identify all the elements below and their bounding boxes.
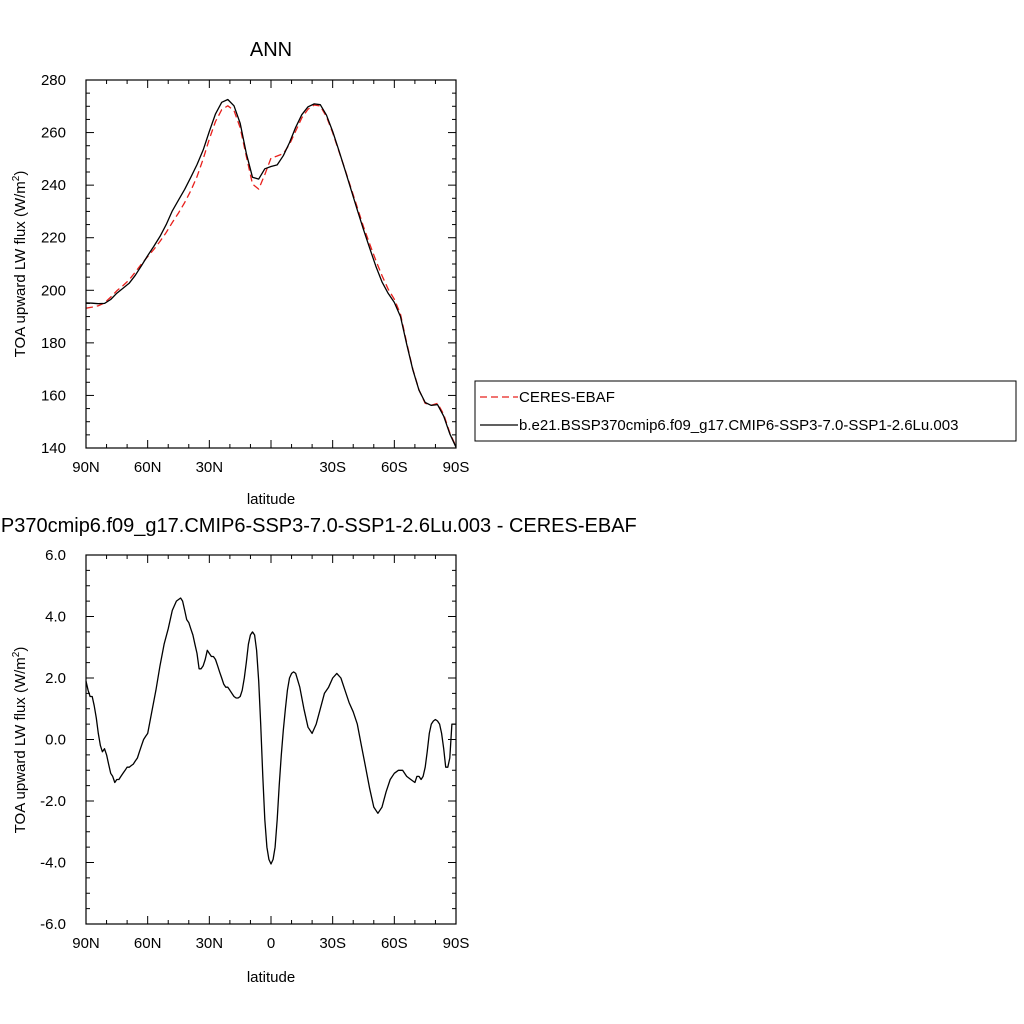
- bottom-y-tick-label: 6.0: [45, 547, 66, 564]
- legend-box: [474, 380, 1017, 442]
- top-y-tick-label: 220: [41, 230, 66, 247]
- bottom-x-tick-label: 60S: [381, 935, 408, 952]
- top-x-tick-label: 60S: [381, 459, 408, 476]
- bottom-y-axis-title-main: TOA upward LW flux (W/m: [12, 657, 29, 833]
- bottom-chart: b.e21.BSSP370cmip6.f09_g17.CMIP6-SSP3-7.…: [0, 515, 637, 986]
- bottom-x-tick-label: 0: [267, 935, 275, 952]
- bottom-y-tick-label: -4.0: [40, 855, 66, 872]
- top-x-tick-label: 30N: [196, 459, 224, 476]
- top-y-axis-title-main: TOA upward LW flux (W/m: [12, 181, 29, 357]
- bottom-y-axis-title-close: ): [12, 647, 29, 652]
- top-y-axis-title-sup: 2: [11, 175, 22, 181]
- bottom-x-tick-label: 30N: [196, 935, 224, 952]
- top-y-tick-label: 140: [41, 440, 66, 457]
- bottom-y-tick-label: -6.0: [40, 916, 66, 933]
- bottom-chart-frame: [85, 554, 457, 925]
- top-x-tick-label: 30S: [319, 459, 346, 476]
- bottom-y-tick-label: 4.0: [45, 609, 66, 626]
- top-x-tick-label: 90N: [72, 459, 100, 476]
- bottom-x-tick-label: 30S: [319, 935, 346, 952]
- top-y-tick-label: 240: [41, 177, 66, 194]
- bottom-x-tick-label: 60N: [134, 935, 162, 952]
- bottom-y-axis-title: TOA upward LW flux (W/m2): [11, 647, 29, 834]
- bottom-chart-title: b.e21.BSSP370cmip6.f09_g17.CMIP6-SSP3-7.…: [0, 515, 637, 537]
- bottom-y-tick-label: 0.0: [45, 732, 66, 749]
- top-y-axis-title-close: ): [12, 171, 29, 176]
- legend-label-ceres: CERES-EBAF: [519, 389, 615, 406]
- top-chart-title: ANN: [250, 39, 292, 61]
- top-y-tick-label: 180: [41, 335, 66, 352]
- top-x-tick-label: 60N: [134, 459, 162, 476]
- bottom-y-tick-label: -2.0: [40, 793, 66, 810]
- top-series-line-0: [85, 104, 457, 447]
- bottom-x-axis-title: latitude: [247, 969, 295, 986]
- top-y-tick-label: 280: [41, 72, 66, 89]
- bottom-chart-marks: 90N 60N 30N 0 30S 60S 90S -6.0 -4.0 -2.0 0.0 2.0 4.0…: [40, 547, 469, 952]
- top-chart-marks: 90N 60N 30N 30S 60S 90S 140 160 180 200 220 240 260 2…: [41, 72, 469, 476]
- bottom-x-tick-label: 90S: [443, 935, 470, 952]
- top-x-axis-title: latitude: [247, 491, 295, 508]
- top-y-axis-title: TOA upward LW flux (W/m2): [11, 171, 29, 358]
- top-x-tick-label: 90S: [443, 459, 470, 476]
- top-y-tick-label: 200: [41, 282, 66, 299]
- top-series-line-1: [85, 98, 457, 448]
- top-y-tick-label: 160: [41, 387, 66, 404]
- top-chart: ANN 90N 60N 30N 30S 60S 90S 140 160 180 200 220 240…: [11, 39, 469, 508]
- bottom-y-tick-label: 2.0: [45, 670, 66, 687]
- bottom-series-line-0: [85, 597, 456, 865]
- bottom-x-tick-label: 90N: [72, 935, 100, 952]
- top-y-tick-label: 260: [41, 125, 66, 142]
- legend: CERES-EBAF b.e21.BSSP370cmip6.f09_g17.CM…: [474, 380, 1017, 442]
- bottom-y-axis-title-sup: 2: [11, 651, 22, 657]
- legend-label-model: b.e21.BSSP370cmip6.f09_g17.CMIP6-SSP3-7.…: [519, 417, 958, 434]
- top-chart-frame: [85, 79, 457, 449]
